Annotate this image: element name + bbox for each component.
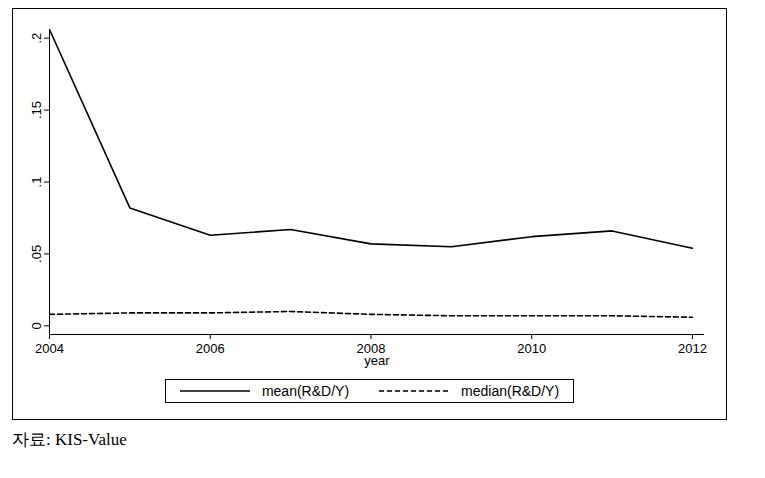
html-text:mean(R&D/Y): mean(R&D/Y) xyxy=(261,383,349,399)
html-text:자료: KIS-Value: 자료: KIS-Value xyxy=(12,430,127,449)
svg-text:.1: .1 xyxy=(29,177,44,188)
html-text:median(R&D/Y): median(R&D/Y) xyxy=(461,383,560,399)
svg-text:.2: .2 xyxy=(29,33,44,44)
svg-text:.05: .05 xyxy=(29,245,44,263)
svg-text:year: year xyxy=(364,353,390,368)
svg-text:2010: 2010 xyxy=(517,341,546,356)
svg-text:0: 0 xyxy=(29,322,44,329)
svg-text:2012: 2012 xyxy=(678,341,707,356)
svg-text:2004: 2004 xyxy=(35,341,64,356)
svg-text:2008: 2008 xyxy=(356,340,386,356)
svg-text:.15: .15 xyxy=(29,101,44,119)
svg-text:2006: 2006 xyxy=(196,341,225,356)
